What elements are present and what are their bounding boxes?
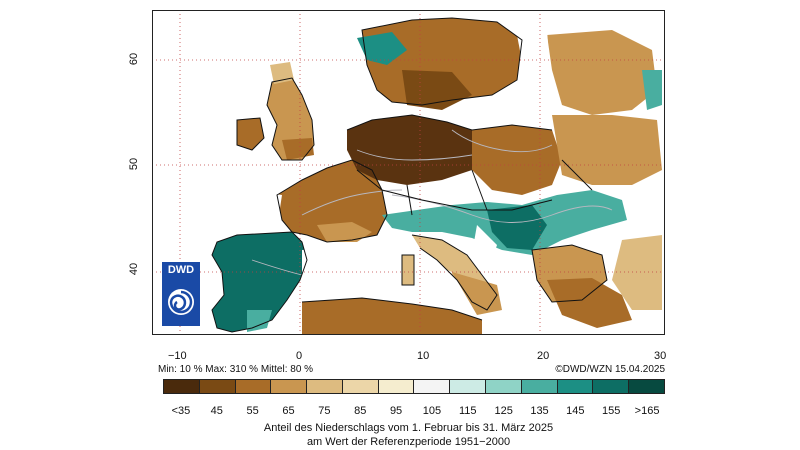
legend-label: <35 [171,405,191,417]
legend-swatch [629,380,664,393]
legend-label: 125 [494,405,513,417]
legend-swatch [593,380,630,393]
region-eastern-europe [552,115,662,185]
legend-label: 155 [602,405,621,417]
region-central-europe [472,125,562,195]
legend-label: 65 [282,405,295,417]
caption-line-2: am Wert der Referenzperiode 1951−2000 [306,436,511,448]
dwd-logo-text: DWD [167,264,195,276]
x-tick-label: −10 [168,350,187,362]
legend-swatch [378,380,415,393]
legend-label: 75 [318,405,331,417]
x-tick-label: 0 [296,350,303,362]
precipitation-map [152,10,665,335]
gridlines [152,10,665,335]
legend-swatch [164,380,200,393]
legend-swatch [307,380,343,393]
region-adriatic-sea [474,225,497,260]
legend-swatch [342,380,379,393]
legend-swatch [521,380,558,393]
region-bay-of-biscay [247,190,282,232]
legend-swatch [271,380,308,393]
legend-swatch [414,380,451,393]
legend-label: >165 [634,405,660,417]
region-baltic-sea [517,30,550,72]
swirl-icon [168,289,194,315]
credit-text: ©DWD/WZN 15.04.2025 [555,364,665,375]
y-tick-label: 40 [128,262,141,276]
region-greece [547,278,632,328]
region-scandinavia [362,18,522,105]
region-baltic [547,30,657,115]
region-scotland-north [270,62,294,84]
region-north-africa [302,298,482,335]
region-baltic-wet [642,70,662,110]
region-balkans-dark-wet [487,205,547,250]
legend-label: 55 [246,405,259,417]
region-france [277,160,387,242]
legend-swatch [450,380,487,393]
legend-label: 45 [210,405,223,417]
region-sardinia [402,255,414,285]
legend-swatch [557,380,594,393]
x-tick-label: 20 [537,350,550,362]
map-border [152,10,665,335]
region-east-dry [612,235,662,310]
x-tick-label: 10 [417,350,430,362]
caption-line-1: Anteil des Niederschlags vom 1. Februar … [263,422,554,434]
region-ireland [237,118,264,150]
coastlines [211,17,608,333]
legend-swatch [235,380,272,393]
legend-label: 105 [422,405,442,417]
region-iberia-south [247,310,272,332]
legend-label: 135 [530,405,549,417]
legend-labels: <35 45 55 65 75 85 95 105 115 125 135 145 155 >165 [163,405,665,419]
dwd-logo: DWD [162,262,200,326]
region-mediterranean [302,242,402,300]
stats-text: Min: 10 % Max: 310 % Mittel: 80 % [158,364,314,375]
legend-swatch [486,380,522,393]
region-tyrrhenian [414,255,452,298]
legend-label: 95 [389,405,403,417]
region-norway-coast [357,32,407,65]
x-tick-label: 30 [654,350,667,362]
region-italy-south [452,272,502,315]
region-benelux-germany [347,115,482,185]
region-north-sea [322,65,367,125]
y-tick-label: 50 [128,157,141,171]
legend-swatch [199,380,236,393]
legend-colorbar [163,379,665,394]
y-tick-label: 60 [128,52,141,66]
region-france-south [317,222,372,242]
region-iberia [212,232,307,332]
legend-label: 145 [566,405,585,417]
stats-row: Min: 10 % Max: 310 % Mittel: 80 % ©DWD/W… [152,364,665,377]
legend-label: 85 [354,405,367,417]
legend-label: 115 [459,405,477,417]
map-canvas [152,10,665,335]
